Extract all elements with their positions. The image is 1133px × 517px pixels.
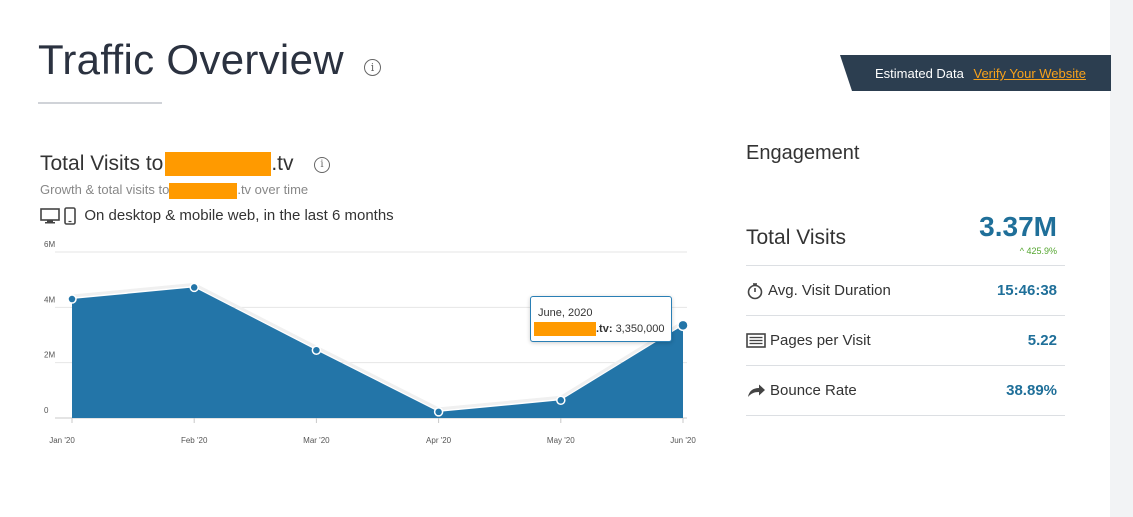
heading-prefix: Total Visits to bbox=[40, 152, 164, 175]
avg-visit-duration-label: Avg. Visit Duration bbox=[746, 282, 891, 300]
device-filter-row: On desktop & mobile web, in the last 6 m… bbox=[40, 207, 394, 225]
x-tick-label: Jun '20 bbox=[670, 436, 696, 445]
avg-visit-duration-value: 15:46:38 bbox=[996, 282, 1057, 299]
x-tick-label: Mar '20 bbox=[303, 436, 330, 445]
data-point bbox=[311, 345, 322, 355]
pages-per-visit-label: Pages per Visit bbox=[746, 332, 871, 349]
pages-per-visit-value: 5.22 bbox=[1027, 332, 1057, 349]
right-edge-panel bbox=[1110, 0, 1133, 517]
data-point bbox=[433, 407, 444, 417]
metric-label-text: Avg. Visit Duration bbox=[768, 282, 891, 299]
row-divider bbox=[746, 315, 1065, 316]
heading-suffix: .tv bbox=[271, 152, 294, 175]
verify-website-link[interactable]: Verify Your Website bbox=[973, 66, 1087, 81]
desktop-icon bbox=[40, 208, 60, 224]
x-tick-label: Jan '20 bbox=[49, 436, 75, 445]
total-visits-value: 3.37M bbox=[979, 211, 1057, 242]
row-divider bbox=[746, 365, 1065, 366]
info-icon[interactable]: i bbox=[364, 59, 381, 76]
tooltip-line: .tv: 3,350,000 bbox=[534, 322, 665, 336]
y-tick-label: 2M bbox=[44, 351, 55, 360]
subtitle-prefix: Growth & total visits to bbox=[40, 182, 170, 197]
up-arrow-icon: ^ bbox=[1019, 246, 1024, 256]
engagement-title: Engagement bbox=[746, 142, 860, 164]
metric-label-text: Bounce Rate bbox=[770, 382, 857, 399]
tooltip-date: June, 2020 bbox=[538, 307, 593, 319]
total-visits-heading: Total Visits to .tv bbox=[40, 152, 294, 177]
chart-area-layer bbox=[71, 282, 684, 418]
bounce-arrow-icon bbox=[748, 384, 765, 398]
title-underline bbox=[38, 102, 162, 104]
total-visits-change: ^ 425.9% bbox=[1020, 246, 1057, 256]
estimated-data-banner: Estimated Data Verify Your Website bbox=[840, 55, 1111, 91]
redacted-domain bbox=[165, 152, 272, 177]
estimated-data-label: Estimated Data bbox=[875, 66, 964, 81]
traffic-area-chart: 6M 4M 2M 0 Jan '20 Feb '20 Mar '20 Apr '20 May '… bbox=[44, 240, 696, 445]
mobile-icon bbox=[64, 207, 76, 225]
data-point bbox=[556, 395, 566, 406]
total-visits-label: Total Visits bbox=[746, 226, 846, 249]
x-tick-label: Feb '20 bbox=[181, 436, 208, 445]
chart-tooltip: June, 2020 .tv: 3,350,000 bbox=[530, 296, 672, 342]
visits-subtitle: Growth & total visits to .tv over time bbox=[40, 182, 308, 199]
x-tick-label: Apr '20 bbox=[426, 436, 452, 445]
chart-points-layer bbox=[67, 282, 689, 417]
y-tick-label: 6M bbox=[44, 240, 55, 249]
visits-series-line bbox=[71, 282, 684, 411]
info-icon[interactable]: i bbox=[314, 157, 330, 173]
chart-labels-layer: 6M 4M 2M 0 Jan '20 Feb '20 Mar '20 Apr '20 May '… bbox=[44, 240, 696, 445]
pages-icon bbox=[746, 333, 766, 348]
tooltip-site: .tv: bbox=[596, 322, 613, 335]
redacted-domain bbox=[534, 322, 596, 336]
x-tick-label: May '20 bbox=[547, 436, 575, 445]
y-tick-label: 4M bbox=[44, 295, 55, 304]
row-divider bbox=[746, 265, 1065, 266]
subtitle-suffix: .tv over time bbox=[237, 182, 309, 197]
data-point bbox=[677, 319, 689, 332]
redacted-domain bbox=[169, 182, 238, 199]
change-percent: 425.9% bbox=[1026, 246, 1057, 256]
tooltip-value: 3,350,000 bbox=[615, 322, 665, 335]
stopwatch-icon bbox=[747, 283, 763, 300]
metric-label-text: Pages per Visit bbox=[770, 332, 871, 349]
row-divider bbox=[746, 415, 1065, 416]
device-text: On desktop & mobile web, in the last 6 m… bbox=[84, 207, 394, 224]
bounce-rate-label: Bounce Rate bbox=[746, 382, 857, 399]
data-point bbox=[67, 294, 77, 304]
y-tick-label: 0 bbox=[44, 406, 49, 415]
page-title: Traffic Overview bbox=[38, 36, 344, 83]
bounce-rate-value: 38.89% bbox=[1006, 382, 1057, 399]
data-point bbox=[189, 282, 199, 293]
visits-area-fill bbox=[72, 287, 683, 418]
